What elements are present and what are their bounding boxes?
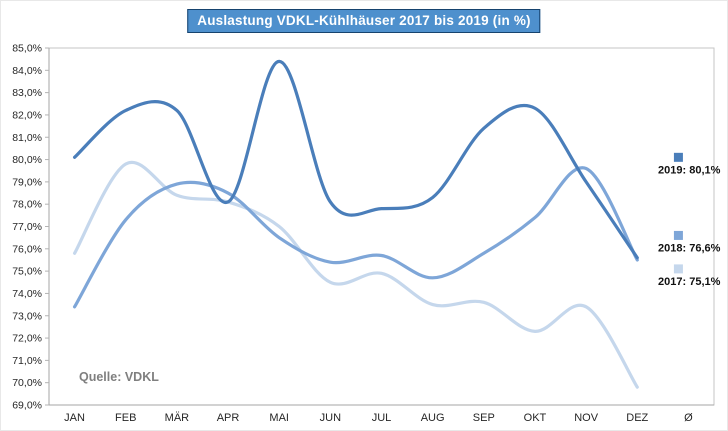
x-tick-label-FEB: FEB bbox=[115, 412, 136, 424]
chart-title: Auslastung VDKL-Kühlhäuser 2017 bis 2019… bbox=[187, 9, 541, 33]
line-2017 bbox=[72, 160, 639, 389]
y-tick-label: 82,0% bbox=[12, 109, 42, 121]
x-tick-label-DEZ: DEZ bbox=[626, 412, 648, 424]
average-marker-2017 bbox=[673, 264, 683, 274]
average-label-2019: 2019: 80,1% bbox=[658, 164, 721, 176]
x-tick-label-MÄR: MÄR bbox=[165, 412, 190, 424]
y-tick-label: 79,0% bbox=[12, 176, 42, 188]
y-tick-label: 80,0% bbox=[12, 154, 42, 166]
y-tick-label: 72,0% bbox=[12, 333, 42, 345]
average-marker-2019 bbox=[673, 152, 683, 162]
line-2019 bbox=[72, 59, 639, 260]
x-tick-label-APR: APR bbox=[217, 412, 240, 424]
x-tick-label-OKT: OKT bbox=[524, 412, 547, 424]
y-tick-label: 78,0% bbox=[12, 199, 42, 211]
y-tick-label: 75,0% bbox=[12, 266, 42, 278]
y-tick-label: 84,0% bbox=[12, 65, 42, 77]
x-tick-label-JAN: JAN bbox=[64, 412, 85, 424]
x-tick-label-JUL: JUL bbox=[372, 412, 392, 424]
x-tick-label-SEP: SEP bbox=[473, 412, 495, 424]
x-tick-label-Ø: Ø bbox=[684, 412, 693, 424]
y-tick-label: 76,0% bbox=[12, 243, 42, 255]
x-tick-label-NOV: NOV bbox=[574, 412, 599, 424]
y-tick-label: 69,0% bbox=[12, 400, 42, 412]
y-tick-label: 81,0% bbox=[12, 132, 42, 144]
average-label-2018: 2018: 76,6% bbox=[658, 242, 721, 254]
source-credit: Quelle: VDKL bbox=[79, 370, 159, 384]
y-tick-label: 73,0% bbox=[12, 310, 42, 322]
average-marker-2018 bbox=[673, 230, 683, 240]
y-tick-label: 71,0% bbox=[12, 355, 42, 367]
y-tick-label: 83,0% bbox=[12, 87, 42, 99]
y-tick-label: 85,0% bbox=[12, 43, 42, 55]
average-label-2017: 2017: 75,1% bbox=[658, 276, 721, 288]
x-tick-label-AUG: AUG bbox=[421, 412, 445, 424]
y-tick-label: 77,0% bbox=[12, 221, 42, 233]
y-tick-label: 74,0% bbox=[12, 288, 42, 300]
y-tick-label: 70,0% bbox=[12, 377, 42, 389]
x-tick-label-MAI: MAI bbox=[269, 412, 289, 424]
x-tick-label-JUN: JUN bbox=[320, 412, 341, 424]
line-2018 bbox=[72, 166, 639, 309]
